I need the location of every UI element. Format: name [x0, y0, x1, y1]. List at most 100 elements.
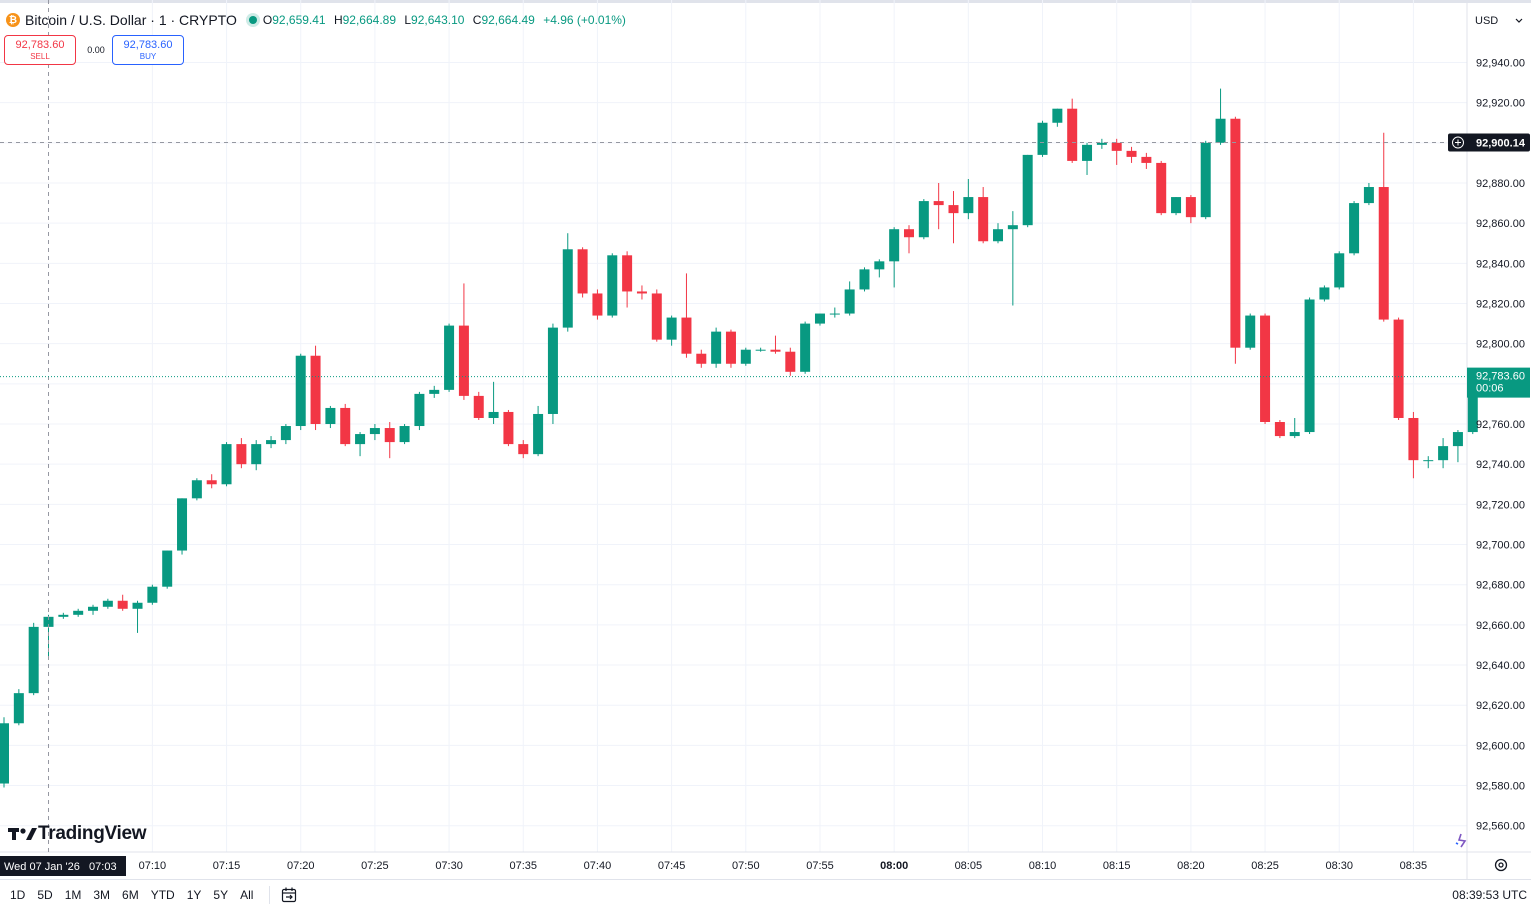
candle-body	[280, 426, 291, 441]
utc-clock[interactable]: 08:39:53 UTC	[1452, 888, 1527, 902]
candle-body	[592, 293, 603, 316]
range-button-3m[interactable]: 3M	[93, 888, 111, 902]
candle	[963, 178, 974, 220]
go-to-date-calendar-icon[interactable]	[278, 884, 300, 906]
range-button-1m[interactable]: 1M	[64, 888, 82, 902]
price-tick-label: 92,920.00	[1476, 98, 1525, 110]
candle-body	[1349, 203, 1360, 254]
price-tick-label: 92,740.00	[1476, 459, 1525, 471]
tradingview-logo[interactable]: TradingView	[8, 823, 147, 845]
bitcoin-coin-icon: ₿	[6, 13, 20, 27]
range-button-5d[interactable]: 5D	[37, 888, 53, 902]
market-open-status-icon[interactable]	[248, 16, 257, 24]
time-tick-label: 08:05	[955, 860, 983, 872]
candle-body	[355, 434, 366, 445]
candle	[1423, 456, 1434, 469]
candle-body	[132, 602, 143, 609]
time-tick-label: 07:20	[287, 860, 315, 872]
time-tick-label: 08:35	[1400, 860, 1428, 872]
candle	[147, 584, 158, 605]
range-button-all[interactable]: All	[240, 888, 254, 902]
candle-body	[533, 413, 544, 455]
add-alert-plus-icon	[1452, 136, 1464, 149]
candle-body	[622, 255, 633, 292]
candle-body	[28, 626, 39, 694]
candle-body	[429, 389, 440, 394]
candle	[1052, 108, 1063, 127]
candle-body	[785, 351, 796, 372]
price-tick-label: 92,700.00	[1476, 540, 1525, 552]
candle	[1141, 152, 1152, 169]
candlestick-chart[interactable]: 92,560.00 92,580.00 92,600.00 92,620.00 92,6…	[0, 0, 1531, 879]
candle	[132, 600, 143, 633]
candle-body	[1156, 162, 1167, 214]
bottom-toolbar: 1D 5D 1M 3M 6M YTD 1Y 5Y All 08:39:53 UT…	[0, 879, 1531, 909]
candle	[696, 349, 707, 368]
candle-body	[1378, 187, 1389, 320]
range-button-5y[interactable]: 5Y	[213, 888, 229, 902]
range-button-ytd[interactable]: YTD	[150, 888, 175, 902]
currency-select[interactable]: USD	[1471, 10, 1527, 32]
buy-button[interactable]: 92,783.60 BUY	[112, 35, 184, 65]
ohlc-open-label: O	[262, 13, 273, 27]
candle	[102, 598, 113, 609]
candle-body	[1304, 299, 1315, 433]
candle-body	[859, 269, 870, 290]
candle	[533, 405, 544, 457]
candle	[384, 422, 395, 459]
candle-body	[13, 693, 24, 724]
candle	[73, 608, 84, 617]
candle-body	[221, 444, 232, 485]
candle-body	[740, 349, 751, 364]
candle	[993, 223, 1004, 244]
candle-body	[770, 349, 781, 352]
grid-layer	[0, 0, 1467, 852]
range-button-1d[interactable]: 1D	[10, 888, 26, 902]
candle-body	[147, 586, 158, 603]
candle	[1393, 317, 1404, 420]
candle-body	[1067, 108, 1078, 161]
candle-body	[755, 349, 766, 351]
candle	[236, 438, 247, 469]
range-button-6m[interactable]: 6M	[122, 888, 139, 902]
candle-body	[236, 444, 247, 465]
candle	[28, 622, 39, 696]
range-button-1y[interactable]: 1Y	[186, 888, 202, 902]
candle	[636, 285, 647, 300]
candle-body	[903, 229, 914, 238]
candle	[1349, 201, 1360, 256]
candle	[1200, 140, 1211, 220]
last-price-countdown: 00:06	[1476, 383, 1504, 395]
candle	[948, 191, 959, 244]
candle	[43, 614, 54, 660]
candle-body	[948, 205, 959, 214]
symbol-title[interactable]: Bitcoin / U.S. Dollar · 1 · CRYPTO	[25, 12, 237, 28]
candle-body	[1245, 315, 1256, 348]
price-tick-label: 92,640.00	[1476, 660, 1525, 672]
candle-body	[43, 616, 54, 627]
price-tick-label: 92,560.00	[1476, 821, 1525, 833]
candle	[503, 409, 514, 447]
candle-body	[518, 444, 529, 455]
candle-body	[577, 249, 588, 294]
candle	[785, 347, 796, 376]
candle	[1289, 417, 1300, 439]
candle	[0, 717, 9, 788]
candle	[518, 440, 529, 459]
ohlc-values: O92,659.41 H92,664.89 L92,643.10 C92,664…	[263, 13, 626, 27]
candle-body	[1037, 122, 1048, 155]
ohlc-high-value: 92,664.89	[342, 13, 397, 27]
candle	[1438, 438, 1449, 469]
candle	[711, 327, 722, 368]
ohlc-low-label: L	[404, 13, 412, 27]
spread-value: 0.00	[87, 45, 105, 55]
price-tick-label: 92,760.00	[1476, 419, 1525, 431]
candle-body	[562, 249, 573, 328]
candle-body	[1423, 460, 1434, 462]
sell-button[interactable]: 92,783.60 SELL	[4, 35, 76, 65]
tradingview-logo-mark-icon	[8, 828, 37, 840]
price-tick-label: 92,680.00	[1476, 580, 1525, 592]
chart-settings-gear-icon[interactable]	[1492, 856, 1510, 874]
sparkle-assistant-icon[interactable]	[1452, 831, 1470, 849]
price-tick-label: 92,860.00	[1476, 218, 1525, 230]
